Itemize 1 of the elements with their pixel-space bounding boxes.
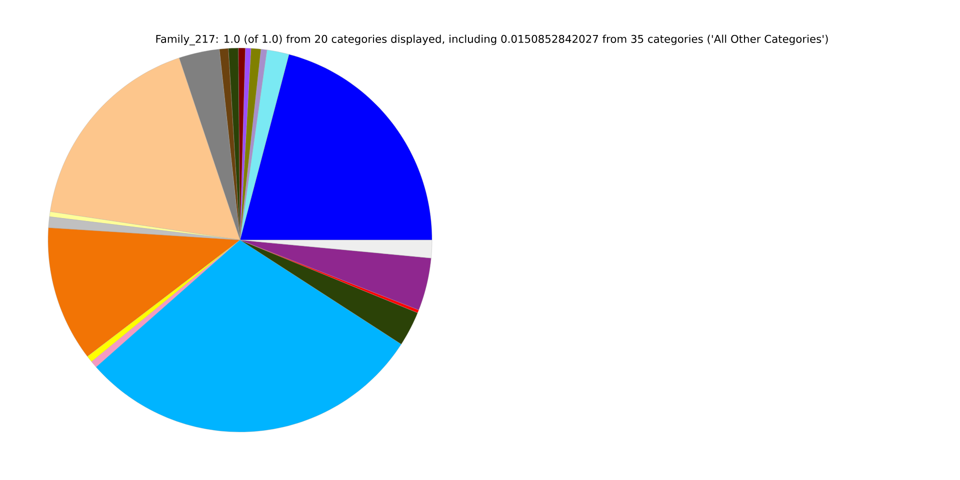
text: Family_217: 1.0 (of 1.0) from 20 categories displayed, including 0.0150852842027 from 35 categories ('All Other Categories') [156,34,828,46]
